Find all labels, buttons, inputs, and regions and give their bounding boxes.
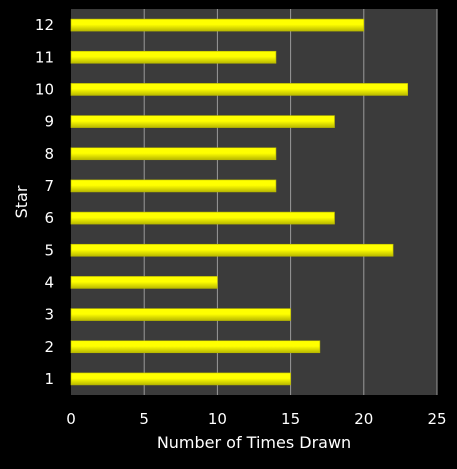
x-axis-title: Number of Times Drawn — [157, 433, 351, 452]
y-tick-label: 1 — [44, 370, 54, 388]
bar-star-10 — [70, 83, 409, 96]
x-tick-label: 15 — [281, 410, 300, 428]
bar-star-11 — [70, 50, 277, 64]
x-tick-label: 25 — [427, 410, 446, 428]
bar-star-6 — [70, 211, 335, 225]
bar-star-5 — [70, 243, 394, 257]
bars — [70, 18, 409, 386]
plot-area — [71, 9, 437, 395]
bar-star-3 — [70, 308, 291, 321]
y-axis-title: Star — [12, 185, 31, 218]
y-tick-label: 6 — [44, 209, 54, 227]
bar-star-12 — [70, 18, 365, 32]
x-tick-labels: 0 5 10 15 20 25 — [66, 410, 446, 428]
x-tick-label: 20 — [354, 410, 373, 428]
y-tick-label: 9 — [44, 113, 54, 131]
gridlines — [143, 9, 438, 395]
bar-star-2 — [70, 340, 321, 354]
y-tick-label: 3 — [44, 306, 54, 324]
y-tick-label: 12 — [35, 16, 54, 34]
bar-star-4 — [70, 276, 218, 289]
bar-star-9 — [70, 115, 335, 128]
x-tick-label: 10 — [208, 410, 227, 428]
y-tick-label: 7 — [44, 177, 54, 195]
y-tick-label: 2 — [44, 338, 54, 356]
y-tick-label: 11 — [35, 48, 54, 66]
y-tick-label: 10 — [35, 80, 54, 98]
x-tick-label: 0 — [66, 410, 76, 428]
y-tick-label: 8 — [44, 145, 54, 163]
y-tick-label: 5 — [44, 241, 54, 259]
bar-star-7 — [70, 179, 277, 193]
bar-star-1 — [70, 372, 291, 386]
x-tick-label: 5 — [139, 410, 149, 428]
bar-star-8 — [70, 147, 277, 161]
y-tick-label: 4 — [44, 273, 54, 291]
